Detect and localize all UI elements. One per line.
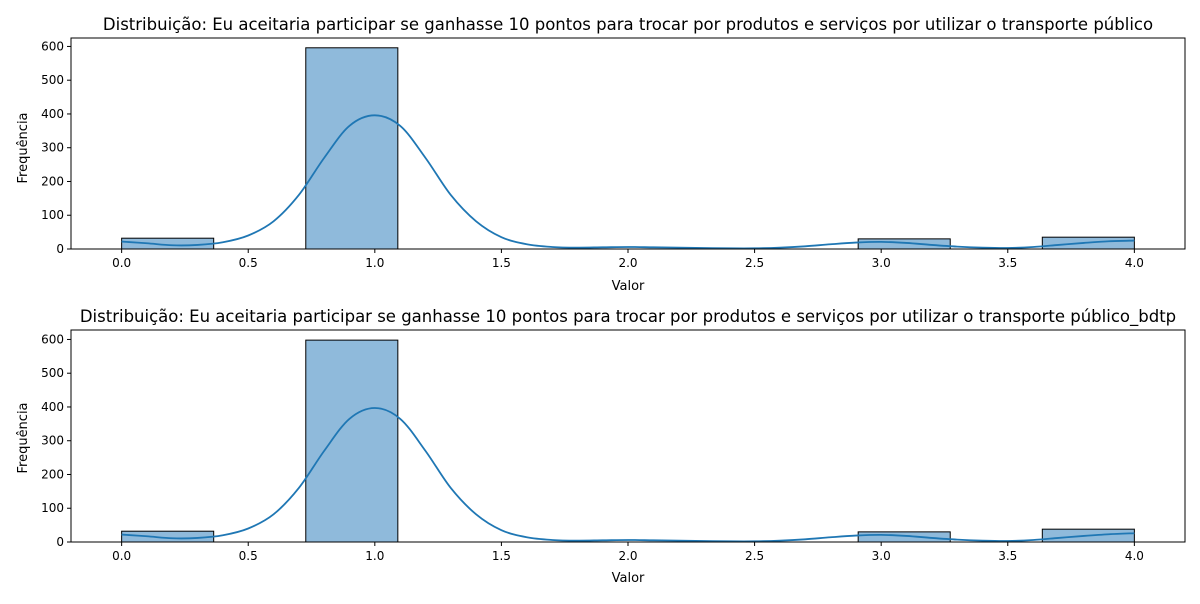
x-tick-label: 1.5 bbox=[492, 549, 511, 563]
y-axis-label: Frequência bbox=[16, 112, 31, 183]
x-tick-label: 0.0 bbox=[112, 256, 131, 270]
kde-line bbox=[121, 114, 1135, 250]
y-tick-label: 200 bbox=[41, 174, 64, 188]
y-tick-label: 100 bbox=[41, 208, 64, 222]
kde-line bbox=[121, 407, 1135, 543]
x-tick-label: 4.0 bbox=[1125, 256, 1144, 270]
x-tick-label: 2.0 bbox=[618, 256, 637, 270]
histogram-bar bbox=[121, 237, 215, 250]
y-tick-label: 300 bbox=[41, 141, 64, 155]
x-tick-label: 1.5 bbox=[492, 256, 511, 270]
axes: 0.0 0.5 1.0 1.5 2.0 2.5 3.0 3.5 4.0 0 100 200 300 400… bbox=[41, 37, 1186, 270]
x-tick-label: 2.5 bbox=[745, 256, 764, 270]
x-tick-label: 0.5 bbox=[239, 256, 258, 270]
y-tick-label: 0 bbox=[56, 242, 64, 256]
x-tick-label: 2.0 bbox=[618, 549, 637, 563]
y-tick-label: 200 bbox=[41, 467, 64, 481]
y-tick-label: 600 bbox=[41, 39, 64, 53]
x-axis-label: Valor bbox=[612, 571, 645, 586]
histogram-bar bbox=[857, 238, 951, 250]
chart-panel-2: Distribuição: Eu aceitaria participar se… bbox=[16, 307, 1186, 586]
x-tick-label: 3.5 bbox=[998, 256, 1017, 270]
y-tick-label: 0 bbox=[56, 535, 64, 549]
histogram-bar bbox=[121, 530, 215, 543]
x-tick-label: 3.0 bbox=[872, 549, 891, 563]
chart-title: Distribuição: Eu aceitaria participar se… bbox=[103, 15, 1153, 34]
x-tick-label: 2.5 bbox=[745, 549, 764, 563]
histogram-bar bbox=[305, 47, 399, 250]
chart-title: Distribuição: Eu aceitaria participar se… bbox=[80, 307, 1176, 327]
x-axis-label: Valor bbox=[612, 279, 645, 294]
histogram-bar bbox=[305, 339, 399, 543]
x-tick-label: 0.0 bbox=[112, 549, 131, 563]
x-tick-label: 1.0 bbox=[365, 256, 384, 270]
x-tick-label: 0.5 bbox=[239, 549, 258, 563]
chart-panel-1: Distribuição: Eu aceitaria participar se… bbox=[16, 15, 1186, 294]
axes: 0.0 0.5 1.0 1.5 2.0 2.5 3.0 3.5 4.0 0 100 200 300 400… bbox=[41, 329, 1186, 563]
y-tick-label: 100 bbox=[41, 501, 64, 515]
y-tick-label: 300 bbox=[41, 434, 64, 448]
y-tick-label: 400 bbox=[41, 400, 64, 414]
y-axis-label: Frequência bbox=[16, 402, 31, 473]
y-tick-label: 600 bbox=[41, 332, 64, 346]
x-tick-label: 1.0 bbox=[365, 549, 384, 563]
y-tick-label: 500 bbox=[41, 73, 64, 87]
x-tick-label: 4.0 bbox=[1125, 549, 1144, 563]
x-tick-label: 3.5 bbox=[998, 549, 1017, 563]
y-tick-label: 500 bbox=[41, 366, 64, 380]
x-tick-label: 3.0 bbox=[872, 256, 891, 270]
histogram-bar bbox=[857, 531, 951, 543]
y-tick-label: 400 bbox=[41, 107, 64, 121]
